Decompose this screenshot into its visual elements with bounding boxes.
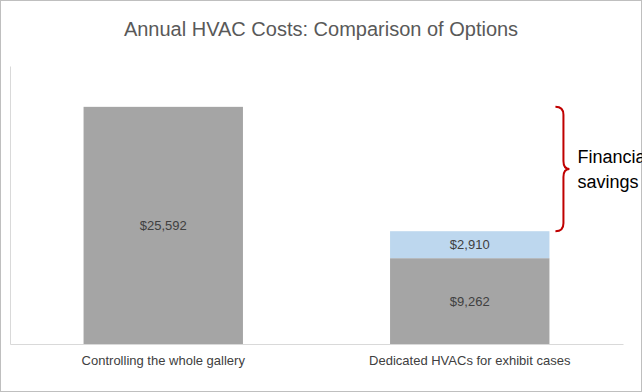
x-tick-label: Controlling the whole gallery (82, 353, 246, 368)
bars (84, 107, 550, 344)
annotation-line: Financial (577, 147, 642, 167)
annotation: Financial savings (555, 107, 642, 231)
x-axis-line (11, 344, 624, 345)
data-label: $2,910 (450, 237, 490, 252)
x-tick: Controlling the whole gallery (82, 344, 246, 368)
annotation-text: Financial savings (577, 147, 642, 192)
x-axis: Controlling the whole gallery Dedicated H… (11, 344, 624, 368)
bracket (555, 107, 569, 231)
bar-segment (390, 258, 549, 344)
frame (1, 1, 642, 392)
chart: Annual HVAC Costs: Comparison of Options… (0, 0, 642, 392)
title: Annual HVAC Costs: Comparison of Options (124, 18, 518, 40)
annotation-line: savings (577, 172, 638, 192)
y-axis (10, 67, 11, 345)
data-labels: $25,592 $9,262 $2,910 (140, 218, 490, 309)
data-label: $9,262 (450, 294, 490, 309)
y-axis-line (10, 67, 11, 345)
data-label: $25,592 (140, 218, 187, 233)
x-tick-label: Dedicated HVACs for exhibit cases (369, 353, 571, 368)
x-tick: Dedicated HVACs for exhibit cases (369, 344, 571, 368)
bar-segment (84, 107, 243, 344)
bar-segment (390, 231, 549, 258)
